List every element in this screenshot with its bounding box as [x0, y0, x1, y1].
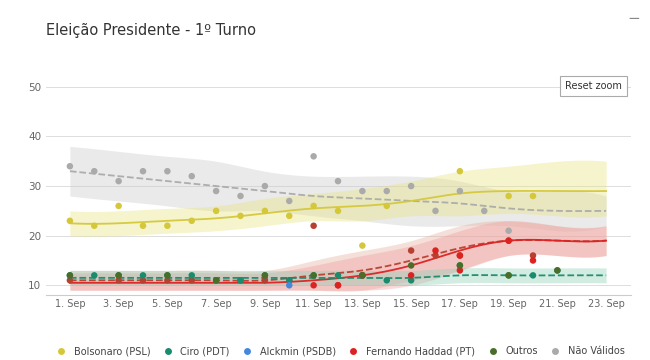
- Point: [65, 218, 75, 224]
- Point: [455, 262, 465, 268]
- Point: [162, 273, 173, 278]
- Point: [528, 258, 538, 264]
- Point: [308, 203, 318, 209]
- Point: [503, 273, 514, 278]
- Point: [455, 267, 465, 273]
- Point: [235, 278, 246, 283]
- Point: [406, 248, 416, 253]
- Point: [382, 203, 392, 209]
- Point: [65, 278, 75, 283]
- Point: [211, 278, 221, 283]
- Point: [162, 273, 173, 278]
- Point: [138, 223, 148, 229]
- Point: [358, 273, 368, 278]
- Point: [284, 282, 294, 288]
- Point: [113, 278, 124, 283]
- Point: [358, 273, 368, 278]
- Point: [65, 273, 75, 278]
- Point: [333, 178, 343, 184]
- Point: [406, 262, 416, 268]
- Point: [113, 178, 124, 184]
- Text: −: −: [627, 11, 640, 26]
- Point: [259, 208, 270, 214]
- Point: [187, 273, 197, 278]
- Point: [552, 267, 563, 273]
- Point: [503, 228, 514, 234]
- Point: [259, 278, 270, 283]
- Point: [382, 278, 392, 283]
- Point: [284, 198, 294, 204]
- Point: [308, 282, 318, 288]
- Point: [284, 278, 294, 283]
- Point: [503, 238, 514, 243]
- Legend: Bolsonaro (PSL), Marina (Rede), Ciro (PDT), Alckmin (PSDB), Fernando Haddad (PT): Bolsonaro (PSL), Marina (Rede), Ciro (PD…: [47, 342, 629, 360]
- Point: [162, 168, 173, 174]
- Point: [211, 188, 221, 194]
- Point: [259, 273, 270, 278]
- Point: [503, 273, 514, 278]
- Point: [455, 188, 465, 194]
- Point: [211, 278, 221, 283]
- Point: [382, 188, 392, 194]
- Point: [430, 253, 441, 258]
- Point: [308, 153, 318, 159]
- Point: [406, 273, 416, 278]
- Point: [455, 262, 465, 268]
- Point: [113, 273, 124, 278]
- Point: [89, 223, 99, 229]
- Point: [113, 273, 124, 278]
- Point: [65, 273, 75, 278]
- Point: [65, 163, 75, 169]
- Point: [358, 243, 368, 248]
- Point: [308, 273, 318, 278]
- Point: [138, 168, 148, 174]
- Point: [430, 248, 441, 253]
- Point: [430, 208, 441, 214]
- Point: [479, 208, 489, 214]
- Point: [455, 253, 465, 258]
- Point: [552, 267, 563, 273]
- Point: [113, 203, 124, 209]
- Point: [528, 273, 538, 278]
- Point: [138, 278, 148, 283]
- Point: [333, 282, 343, 288]
- Point: [406, 183, 416, 189]
- Point: [259, 183, 270, 189]
- Point: [162, 278, 173, 283]
- Point: [235, 213, 246, 219]
- Point: [235, 278, 246, 283]
- Point: [89, 273, 99, 278]
- Point: [333, 208, 343, 214]
- Point: [358, 188, 368, 194]
- Point: [162, 223, 173, 229]
- Point: [503, 193, 514, 199]
- Point: [308, 273, 318, 278]
- Point: [358, 273, 368, 278]
- Point: [406, 278, 416, 283]
- Point: [211, 208, 221, 214]
- Point: [187, 218, 197, 224]
- Point: [333, 273, 343, 278]
- Point: [455, 168, 465, 174]
- Point: [503, 238, 514, 243]
- Point: [89, 168, 99, 174]
- Point: [308, 223, 318, 229]
- Point: [187, 173, 197, 179]
- Point: [284, 278, 294, 283]
- Point: [333, 282, 343, 288]
- Point: [235, 193, 246, 199]
- Point: [284, 213, 294, 219]
- Text: Eleição Presidente - 1º Turno: Eleição Presidente - 1º Turno: [46, 23, 255, 39]
- Text: Reset zoom: Reset zoom: [565, 81, 621, 91]
- Point: [358, 273, 368, 278]
- Point: [455, 253, 465, 258]
- Point: [187, 278, 197, 283]
- Point: [259, 273, 270, 278]
- Point: [138, 273, 148, 278]
- Point: [528, 193, 538, 199]
- Point: [528, 253, 538, 258]
